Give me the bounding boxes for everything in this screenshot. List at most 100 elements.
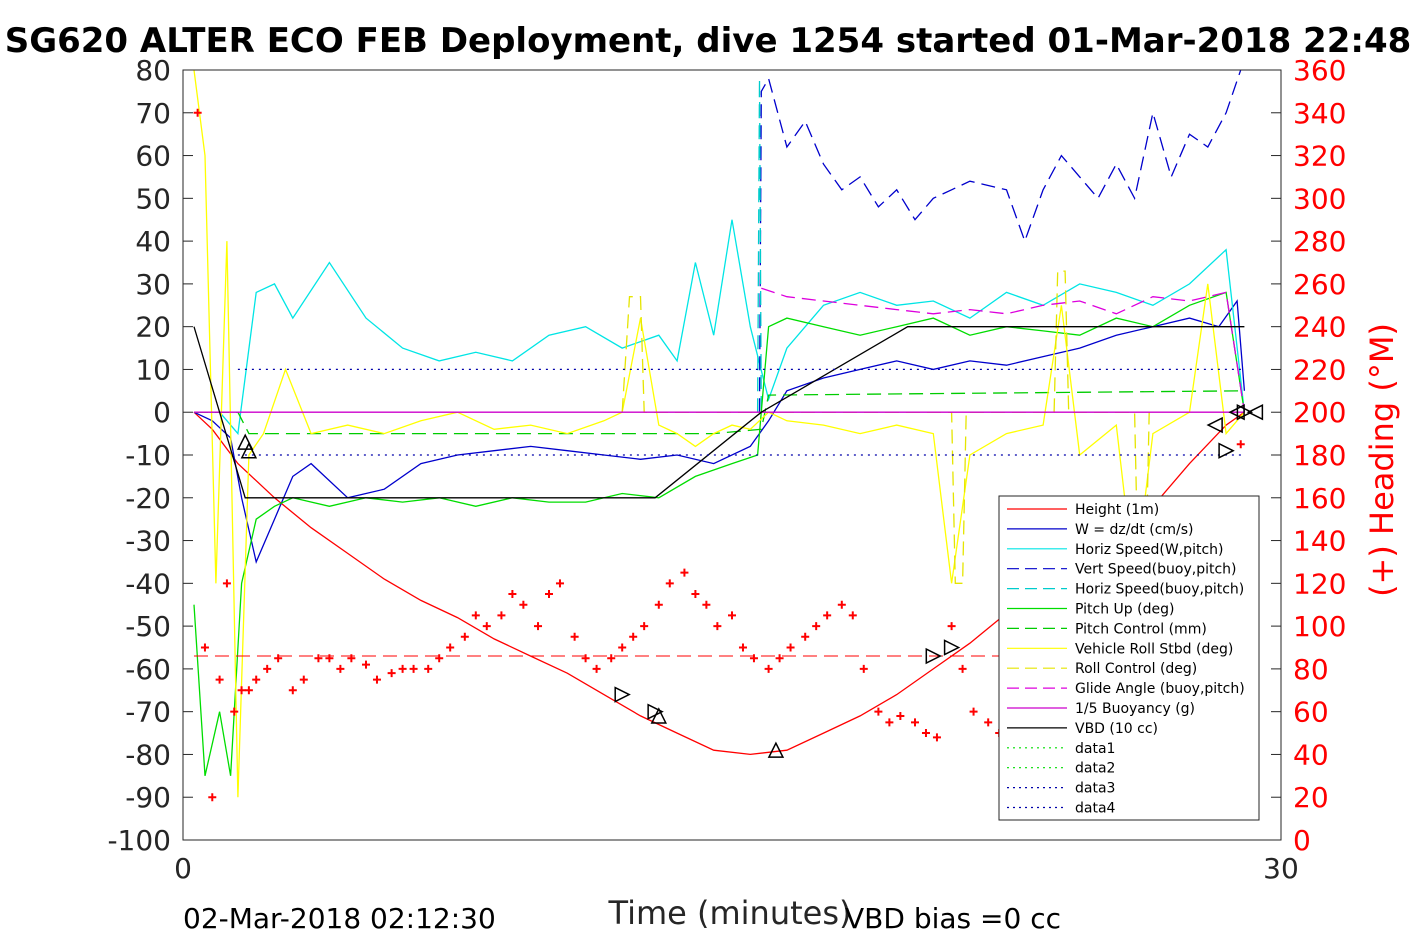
left-tick-label: 50 <box>135 182 171 215</box>
legend-label: 1/5 Buoyancy (g) <box>1075 701 1195 717</box>
triangle-marker-right <box>647 703 664 720</box>
heading-point <box>534 622 543 631</box>
heading-point <box>932 733 941 742</box>
heading-point <box>237 686 246 695</box>
x-axis-label: Time (minutes) <box>608 894 852 932</box>
triangle-marker-left <box>1228 404 1245 421</box>
legend-label: VBD (10 cc) <box>1075 721 1158 737</box>
heading-point <box>508 590 517 599</box>
heading-point <box>801 632 810 641</box>
heading-point <box>230 707 239 716</box>
heading-point <box>680 568 689 577</box>
left-tick-label: 40 <box>135 225 171 258</box>
heading-point <box>215 675 224 684</box>
legend-label: data4 <box>1075 801 1116 817</box>
left-tick-label: 70 <box>135 97 171 130</box>
legend-label: Pitch Control (mm) <box>1075 621 1207 637</box>
heading-point <box>570 632 579 641</box>
heading-point <box>362 660 370 669</box>
left-tick-label: -100 <box>107 824 171 857</box>
heading-point <box>222 579 231 588</box>
heading-point <box>460 632 469 641</box>
heading-point <box>1236 440 1245 449</box>
heading-point <box>654 600 663 609</box>
heading-point <box>299 675 308 684</box>
heading-point <box>347 654 356 663</box>
right-tick-label: 300 <box>1293 182 1346 215</box>
series-line-2 <box>194 219 1246 436</box>
x-tick-label: 30 <box>1263 852 1299 885</box>
heading-point <box>607 654 616 663</box>
heading-point <box>274 654 283 663</box>
legend-label: Vert Speed(buoy,pitch) <box>1075 562 1237 578</box>
right-tick-label: 100 <box>1293 610 1346 643</box>
legend-label: W = dz/dt (cm/s) <box>1075 522 1194 538</box>
left-tick-label: -90 <box>125 781 171 814</box>
heading-point <box>786 643 795 652</box>
heading-point <box>336 664 345 673</box>
triangle-marker-right <box>614 686 631 703</box>
heading-point <box>398 664 407 673</box>
heading-point <box>471 611 480 620</box>
heading-point <box>208 793 217 802</box>
legend-label: Horiz Speed(W,pitch) <box>1075 542 1223 558</box>
heading-point <box>555 579 564 588</box>
right-tick-label: 280 <box>1293 225 1346 258</box>
right-tick-label: 200 <box>1293 396 1346 429</box>
heading-point <box>409 664 418 673</box>
heading-point <box>545 590 553 599</box>
right-tick-label: 360 <box>1293 54 1346 87</box>
triangle-marker-right <box>943 639 961 656</box>
legend-label: data3 <box>1075 781 1115 797</box>
heading-point <box>387 669 396 678</box>
heading-point <box>446 643 455 652</box>
legend-label: Glide Angle (buoy,pitch) <box>1075 681 1245 697</box>
left-tick-label: -60 <box>125 653 171 686</box>
heading-point <box>947 622 956 631</box>
series-line-7 <box>193 70 1245 798</box>
heading-point <box>288 686 297 695</box>
chart-title: SG620 ALTER ECO FEB Deployment, dive 125… <box>5 21 1412 61</box>
heading-point <box>640 622 649 631</box>
heading-point <box>896 711 905 720</box>
heading-point <box>848 611 857 620</box>
footer-timestamp: 02-Mar-2018 02:12:30 <box>183 902 496 935</box>
left-tick-label: -20 <box>125 482 171 515</box>
triangle-marker-up <box>767 741 785 758</box>
left-tick-label: 80 <box>135 54 171 87</box>
triangle-marker-left <box>1206 416 1223 434</box>
heading-point <box>958 664 967 673</box>
right-tick-label: 60 <box>1293 696 1329 729</box>
heading-point <box>911 718 919 727</box>
x-tick-label: 0 <box>174 852 192 885</box>
heading-point <box>435 654 444 663</box>
heading-point <box>969 707 978 716</box>
heading-point <box>823 611 832 620</box>
legend-label: Vehicle Roll Stbd (deg) <box>1075 641 1233 657</box>
right-tick-label: 320 <box>1293 140 1346 173</box>
heading-point <box>193 108 202 117</box>
legend-box <box>998 495 1260 821</box>
heading-point <box>984 718 993 727</box>
right-tick-label: 0 <box>1293 824 1311 857</box>
heading-point <box>629 632 638 641</box>
series-line-9 <box>761 287 1246 413</box>
heading-point <box>314 654 323 663</box>
right-tick-label: 80 <box>1293 653 1329 686</box>
heading-point <box>775 654 784 663</box>
right-tick-label: 120 <box>1293 567 1346 600</box>
triangle-marker-up <box>237 433 254 450</box>
triangle-marker-up <box>650 707 668 724</box>
triangle-marker-left <box>1246 404 1264 421</box>
right-tick-label: 240 <box>1293 311 1346 344</box>
legend-label: Pitch Up (deg) <box>1075 602 1174 618</box>
heading-point <box>497 611 506 620</box>
right-tick-label: 180 <box>1293 439 1346 472</box>
heading-point <box>665 579 674 588</box>
legend-label: data1 <box>1075 741 1115 757</box>
heading-point <box>713 622 722 631</box>
series-line-1 <box>193 299 1246 564</box>
heading-point <box>749 654 758 663</box>
heading-point <box>702 600 711 609</box>
footer-vbd-bias: VBD bias =0 cc <box>845 902 1061 935</box>
